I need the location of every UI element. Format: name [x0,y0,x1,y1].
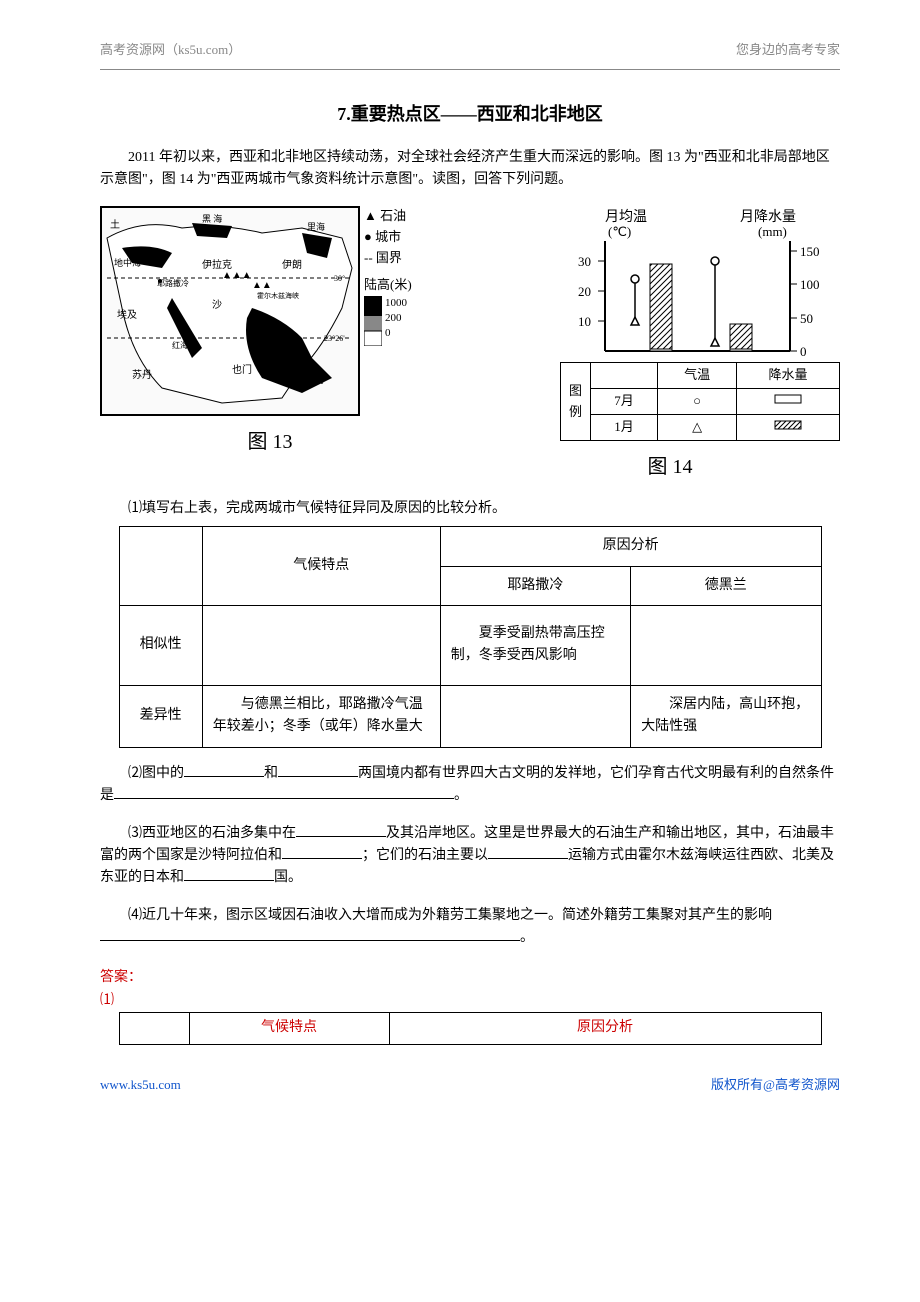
row-similar-label: 相似性 [119,605,202,685]
legend-vert-2: 例 [569,404,582,419]
header-left: 高考资源网（ks5u.com） [100,40,241,61]
answer-label: 答案： [100,967,840,989]
figure-13: 土 黑 海 里海 地中海 伊拉克 伊朗 耶路撒冷 埃及 沙 红海 也门 苏丹 阿… [100,206,440,482]
climate-chart: 月均温 (℃) 月降水量 (mm) 30 20 10 150 100 50 [500,206,820,356]
svg-text:阿拉伯海: 阿拉伯海 [292,375,324,385]
svg-text:伊朗: 伊朗 [282,259,302,271]
fig13-caption: 图 13 [100,426,440,458]
legend-col-blank [591,363,658,389]
comparison-table: 气候特点 原因分析 耶路撒冷 德黑兰 相似性 夏季受副热带高压控制，冬季受西风影… [119,526,822,748]
svg-text:▲▲▲: ▲▲▲ [222,270,252,281]
row-diff-feature: 与德黑兰相比，耶路撒冷气温年较差小；冬季（或年）降水量大 [202,685,440,747]
q1-prompt: ⑴填写右上表，完成两城市气候特征异同及原因的比较分析。 [100,498,840,520]
row-similar-t [631,605,821,685]
blank-q2-2 [278,763,358,777]
header-right: 您身边的高考专家 [736,40,840,61]
precip-unit: (mm) [758,224,787,239]
precip-title: 月降水量 [740,209,796,225]
legend-oil: ▲ 石油 [364,206,412,227]
answer-table: 气候特点 原因分析 [119,1012,822,1044]
map-legend: ▲ 石油 ● 城市 -- 国界 陆高(米) 1000 200 0 [364,206,412,416]
intro-paragraph: 2011 年初以来，西亚和北非地区持续动荡，对全球社会经济产生重大而深远的影响。… [100,147,840,192]
page-title: 7.重要热点区——西亚和北非地区 [100,100,840,129]
elev-200: 200 [385,311,407,326]
svg-text:20: 20 [578,284,591,299]
svg-text:▲▲: ▲▲ [252,280,272,291]
svg-text:苏丹: 苏丹 [132,368,152,381]
legend-jan-temp: △ [658,414,737,440]
map-svg: 土 黑 海 里海 地中海 伊拉克 伊朗 耶路撒冷 埃及 沙 红海 也门 苏丹 阿… [102,208,358,414]
svg-text:地中海: 地中海 [114,257,141,268]
th-jerusalem: 耶路撒冷 [440,566,630,605]
row-diff-t: 深居内陆，高山环抱，大陆性强 [631,685,821,747]
svg-text:也门: 也门 [232,363,252,376]
svg-text:50: 50 [800,311,813,326]
temp-title: 月均温 [605,209,647,225]
svg-text:150: 150 [800,244,820,259]
svg-text:30: 30 [578,254,591,269]
legend-col-precip: 降水量 [737,363,840,389]
th-tehran: 德黑兰 [631,566,821,605]
svg-text:0: 0 [800,344,807,356]
blank-q3-3 [488,845,568,859]
legend-jul-temp: ○ [658,389,737,415]
legend-elev-title: 陆高(米) [364,275,412,296]
th-reason: 原因分析 [440,527,821,566]
legend-border: -- 国界 [364,248,412,269]
q2-text: ⑵图中的和两国境内都有世界四大古文明的发祥地，它们孕育古代文明最有利的自然条件是… [100,763,840,808]
th-feature: 气候特点 [202,527,440,606]
blank-q4 [100,927,520,941]
legend-jan-precip [737,414,840,440]
svg-text:23°26': 23°26' [324,334,345,343]
figure-14: 月均温 (℃) 月降水量 (mm) 30 20 10 150 100 50 [500,206,840,482]
ans-th-feature: 气候特点 [189,1013,389,1044]
svg-text:沙: 沙 [212,299,222,311]
figures-container: 土 黑 海 里海 地中海 伊拉克 伊朗 耶路撒冷 埃及 沙 红海 也门 苏丹 阿… [100,206,840,482]
svg-text:埃及: 埃及 [117,308,137,321]
answer-sub: ⑴ [100,990,840,1012]
svg-text:10: 10 [578,314,591,329]
blank-q2-1 [184,763,264,777]
svg-text:黑 海: 黑 海 [202,213,222,224]
svg-text:红海: 红海 [172,340,188,350]
chart-legend-table: 图 例 气温 降水量 7月 ○ 1月 △ [560,362,840,440]
temp-unit: (℃) [608,224,631,239]
q3-text: ⑶西亚地区的石油多集中在及其沿岸地区。这里是世界最大的石油生产和输出地区，其中，… [100,823,840,890]
ans-th-reason: 原因分析 [389,1013,821,1044]
legend-vert-1: 图 [569,383,582,398]
row-diff-j [440,685,630,747]
svg-text:30°: 30° [334,274,345,283]
ans-th-blank [119,1013,189,1044]
fig14-caption: 图 14 [500,451,840,483]
row-similar-feature [202,605,440,685]
elev-0: 0 [385,326,407,341]
elev-1000: 1000 [385,296,407,311]
header-divider [100,69,840,70]
legend-jan: 1月 [591,414,658,440]
footer-left: www.ks5u.com [100,1075,181,1096]
row-similar-j: 夏季受副热带高压控制，冬季受西风影响 [440,605,630,685]
blank-q2-3 [114,785,454,799]
svg-text:耶路撒冷: 耶路撒冷 [157,278,189,288]
footer-right: 版权所有@高考资源网 [711,1075,840,1096]
svg-text:土: 土 [110,218,120,231]
footer: www.ks5u.com 版权所有@高考资源网 [100,1075,840,1096]
blank-q3-4 [184,867,274,881]
legend-city: ● 城市 [364,227,412,248]
svg-text:霍尔木兹海峡: 霍尔木兹海峡 [257,291,299,300]
blank-q3-1 [296,823,386,837]
th-blank [119,527,202,606]
legend-jul-precip [737,389,840,415]
row-diff-label: 差异性 [119,685,202,747]
map-image: 土 黑 海 里海 地中海 伊拉克 伊朗 耶路撒冷 埃及 沙 红海 也门 苏丹 阿… [100,206,360,416]
elevation-bar [364,296,382,346]
svg-text:里海: 里海 [307,221,325,232]
legend-col-temp: 气温 [658,363,737,389]
blank-q3-2 [282,845,362,859]
legend-jul: 7月 [591,389,658,415]
q4-text: ⑷近几十年来，图示区域因石油收入大增而成为外籍劳工集聚地之一。简述外籍劳工集聚对… [100,905,840,950]
svg-text:100: 100 [800,277,820,292]
